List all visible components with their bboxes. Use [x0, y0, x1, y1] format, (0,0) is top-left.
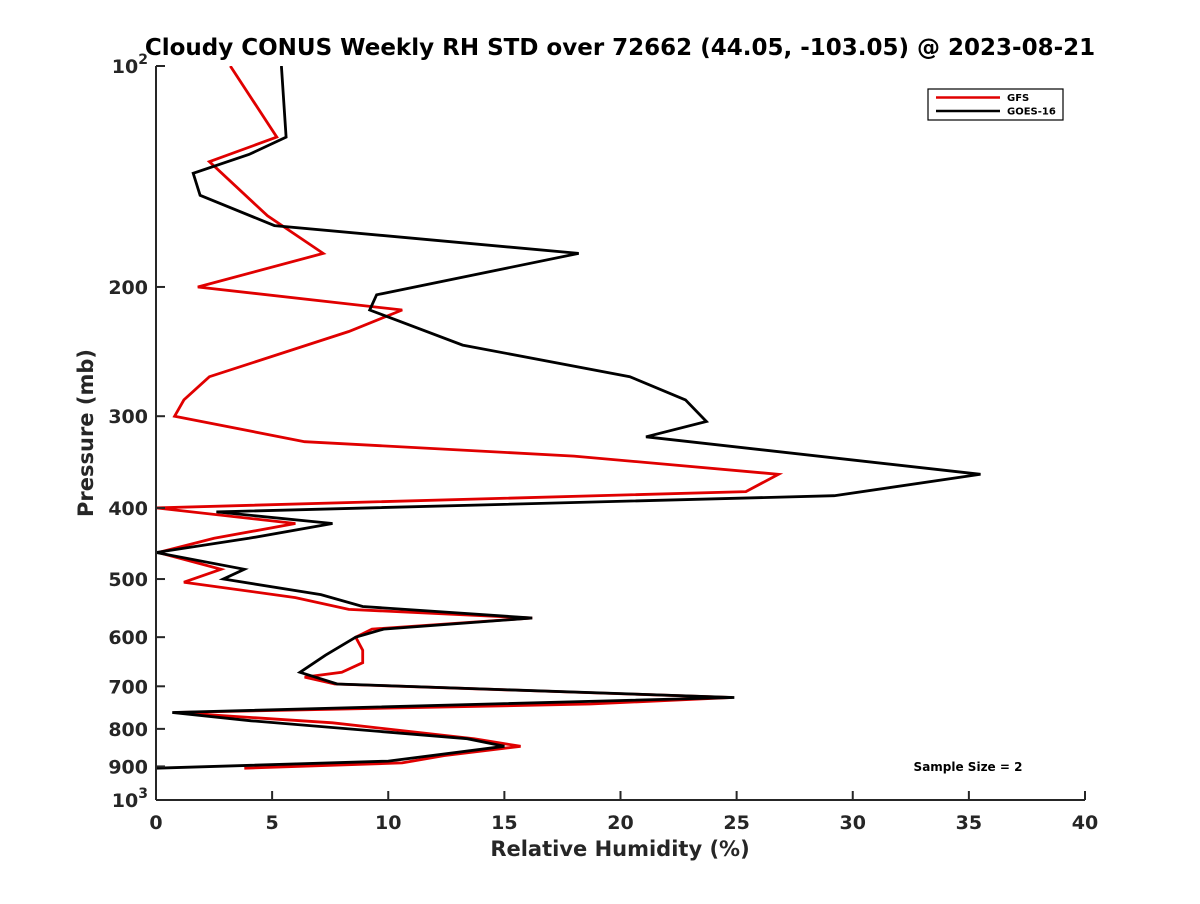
legend-box	[927, 88, 1064, 121]
x-axis-label: Relative Humidity (%)	[490, 837, 749, 861]
chart-title: Cloudy CONUS Weekly RH STD over 72662 (4…	[145, 35, 1095, 61]
x-tick-label: 5	[266, 812, 279, 834]
y-tick-label: 700	[108, 676, 148, 698]
y-tick-label: 800	[108, 719, 148, 741]
legend: GFS GOES-16	[927, 88, 1064, 121]
y-tick-label: 300	[108, 406, 148, 428]
y-tick-label: 200	[108, 277, 148, 299]
x-tick-label: 10	[375, 812, 401, 834]
x-tick-label: 30	[840, 812, 866, 834]
y-tick-label: 500	[108, 569, 148, 591]
y-axis-label: Pressure (mb)	[74, 349, 98, 517]
y-tick-label: 400	[108, 498, 148, 520]
legend-label-gfs: GFS	[1007, 93, 1029, 104]
x-tick-label: 0	[149, 812, 162, 834]
series-line-gfs	[156, 66, 784, 770]
y-tick-label: 900	[108, 756, 148, 778]
legend-label-goes16: GOES-16	[1007, 107, 1056, 118]
x-tick-label: 25	[723, 812, 749, 834]
y-tick-label-power: 103	[112, 786, 148, 812]
y-tick-label: 600	[108, 627, 148, 649]
y-tick-label-power: 102	[112, 52, 148, 78]
x-tick-label: 40	[1072, 812, 1098, 834]
x-tick-label: 20	[607, 812, 633, 834]
sample-size-annotation: Sample Size = 2	[914, 760, 1023, 774]
series-line-goes16	[156, 66, 981, 770]
x-tick-label: 35	[956, 812, 982, 834]
x-tick-label: 15	[491, 812, 517, 834]
